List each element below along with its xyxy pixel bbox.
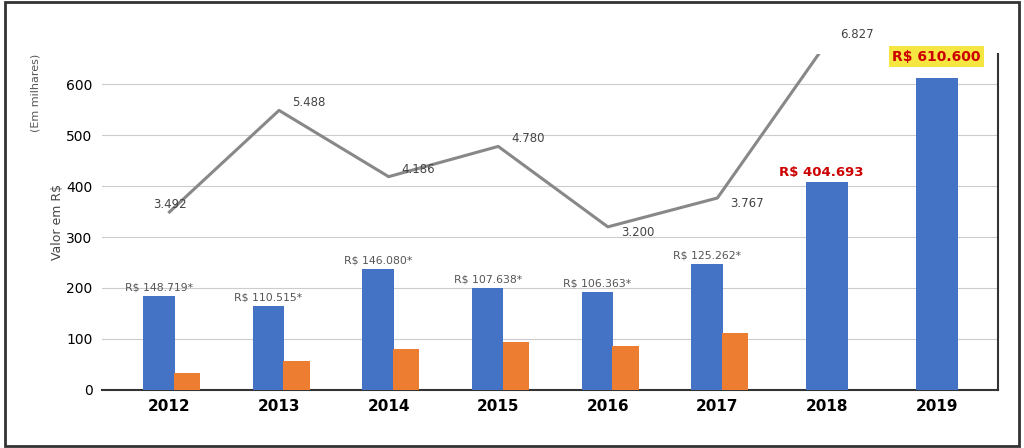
Bar xyxy=(284,361,309,390)
Text: R$ 106.363*: R$ 106.363* xyxy=(563,279,632,289)
Bar xyxy=(722,333,749,390)
Text: R$ 107.638*: R$ 107.638* xyxy=(454,275,522,285)
Text: R$ 610.600: R$ 610.600 xyxy=(892,50,981,64)
Text: (Em milhares): (Em milhares) xyxy=(30,54,40,132)
Text: R$ 110.515*: R$ 110.515* xyxy=(234,293,302,303)
Text: 6.827: 6.827 xyxy=(840,28,873,41)
Text: 5.488: 5.488 xyxy=(292,96,326,109)
Bar xyxy=(174,374,200,390)
Y-axis label: Valor em R$: Valor em R$ xyxy=(50,184,63,260)
Bar xyxy=(393,349,419,390)
Bar xyxy=(691,263,723,390)
Text: R$ 146.080*: R$ 146.080* xyxy=(344,255,413,266)
Bar xyxy=(915,78,957,390)
Text: R$ 125.262*: R$ 125.262* xyxy=(673,250,741,260)
Bar xyxy=(612,346,639,390)
Text: R$ 404.693: R$ 404.693 xyxy=(779,166,864,179)
Text: 3.200: 3.200 xyxy=(621,226,654,239)
Text: 3.492: 3.492 xyxy=(153,198,186,211)
Bar xyxy=(503,342,529,390)
Text: 3.767: 3.767 xyxy=(730,197,764,210)
Text: 4.780: 4.780 xyxy=(511,132,545,145)
Text: R$ 148.719*: R$ 148.719* xyxy=(125,283,193,293)
Bar xyxy=(472,288,504,390)
Text: 4.186: 4.186 xyxy=(401,163,435,176)
Bar xyxy=(806,182,848,390)
Bar xyxy=(362,269,394,390)
Bar xyxy=(143,296,175,390)
Bar xyxy=(582,292,613,390)
Bar xyxy=(253,306,285,390)
